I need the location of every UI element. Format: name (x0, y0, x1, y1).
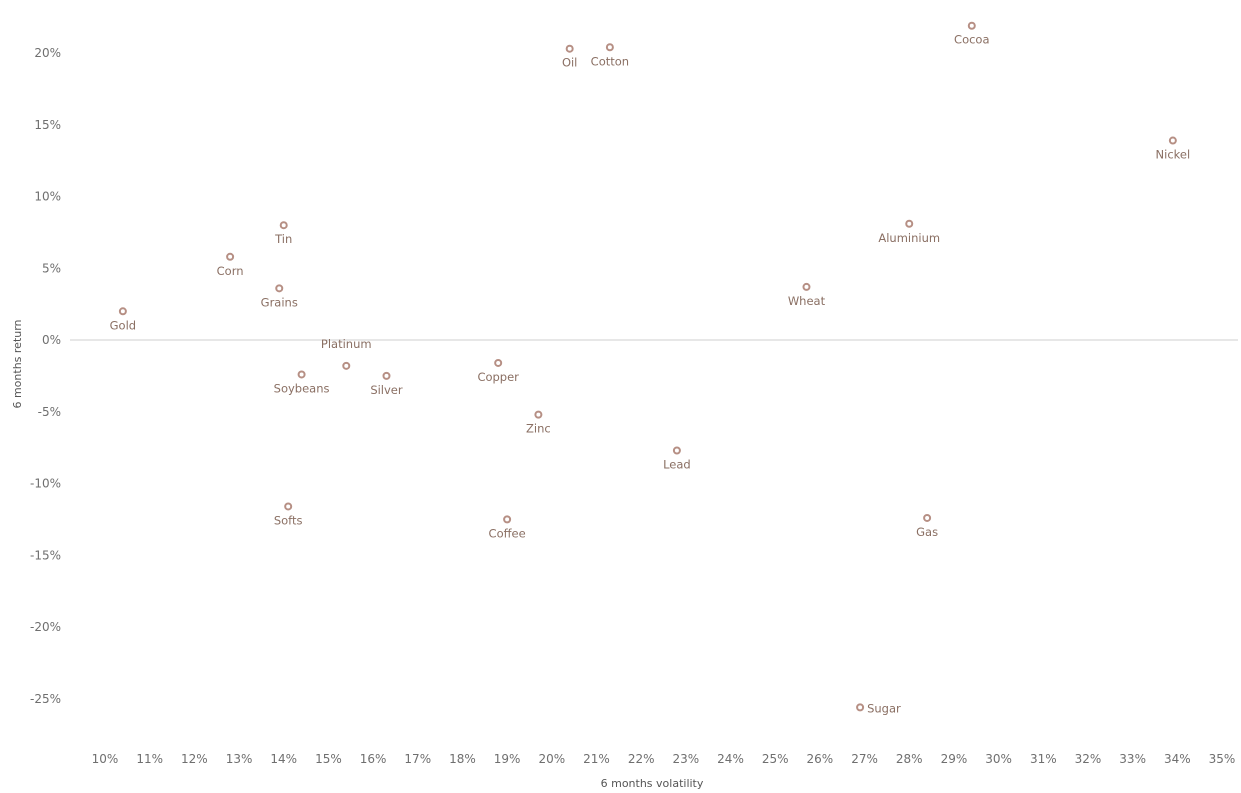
data-point-wheat (802, 282, 811, 291)
point-label-tin: Tin (274, 232, 292, 246)
x-tick-label: 28% (896, 752, 923, 766)
data-point-zinc (534, 410, 543, 419)
point-label-copper: Copper (477, 370, 519, 384)
data-point-gas (923, 513, 932, 522)
data-point-oil (565, 44, 574, 53)
x-tick-label: 20% (538, 752, 565, 766)
x-tick-label: 30% (985, 752, 1012, 766)
data-point-nickel (1168, 136, 1177, 145)
data-point-copper (494, 358, 503, 367)
data-point-platinum (342, 361, 351, 370)
point-label-aluminium: Aluminium (878, 231, 940, 245)
y-tick-label: -15% (30, 548, 61, 562)
data-point-gold (118, 307, 127, 316)
point-label-platinum: Platinum (321, 337, 372, 351)
data-point-cotton (605, 43, 614, 52)
point-label-silver: Silver (370, 383, 403, 397)
data-point-softs (284, 502, 293, 511)
data-point-soybeans (297, 370, 306, 379)
point-label-corn: Corn (217, 264, 244, 278)
point-label-oil: Oil (562, 56, 577, 70)
data-point-coffee (503, 515, 512, 524)
x-axis-ticks: 10% 11% 12% 13% 14% 15% 16% 17% 18% 19% 20% 21% 22% 2… (92, 752, 1236, 766)
data-point-sugar (856, 703, 865, 712)
data-point-grains (275, 284, 284, 293)
point-label-cocoa: Cocoa (954, 33, 989, 47)
x-tick-label: 35% (1209, 752, 1236, 766)
point-label-lead: Lead (663, 457, 691, 471)
point-label-coffee: Coffee (489, 526, 526, 540)
x-tick-label: 32% (1075, 752, 1102, 766)
x-tick-label: 22% (628, 752, 655, 766)
data-point-tin (279, 221, 288, 230)
y-axis-ticks: 20% 15% 10% 5% 0% -5% -10% -15% -20% -25% (30, 46, 61, 706)
x-tick-label: 14% (270, 752, 297, 766)
x-tick-label: 29% (941, 752, 968, 766)
x-tick-label: 13% (226, 752, 253, 766)
y-axis-title: 6 months return (11, 319, 24, 408)
x-tick-label: 23% (673, 752, 700, 766)
y-tick-label: 0% (42, 333, 61, 347)
y-tick-label: 20% (34, 46, 61, 60)
y-tick-label: -5% (38, 405, 61, 419)
x-tick-label: 15% (315, 752, 342, 766)
data-point-aluminium (905, 219, 914, 228)
point-label-cotton: Cotton (591, 54, 629, 68)
point-label-softs: Softs (274, 513, 303, 527)
data-point-corn (226, 252, 235, 261)
y-tick-label: -20% (30, 620, 61, 634)
x-tick-label: 12% (181, 752, 208, 766)
x-tick-label: 11% (136, 752, 163, 766)
data-point-silver (382, 371, 391, 380)
point-labels: Gold Corn Tin Grains Soybeans Platinum Silver S… (110, 33, 1191, 716)
x-tick-label: 33% (1119, 752, 1146, 766)
x-tick-label: 18% (449, 752, 476, 766)
x-tick-label: 24% (717, 752, 744, 766)
y-tick-label: 15% (34, 118, 61, 132)
point-label-gas: Gas (916, 525, 938, 539)
point-label-gold: Gold (110, 318, 136, 332)
y-tick-label: -25% (30, 692, 61, 706)
x-tick-label: 31% (1030, 752, 1057, 766)
y-tick-label: 10% (34, 190, 61, 204)
point-label-nickel: Nickel (1156, 148, 1191, 162)
point-label-sugar: Sugar (867, 701, 901, 715)
data-point-cocoa (967, 21, 976, 30)
x-tick-label: 17% (404, 752, 431, 766)
data-points (118, 21, 1177, 712)
x-tick-label: 27% (851, 752, 878, 766)
x-tick-label: 34% (1164, 752, 1191, 766)
y-tick-label: 5% (42, 261, 61, 275)
data-point-lead (672, 446, 681, 455)
point-label-grains: Grains (261, 295, 298, 309)
x-tick-label: 25% (762, 752, 789, 766)
x-tick-label: 21% (583, 752, 610, 766)
y-tick-label: -10% (30, 477, 61, 491)
x-tick-label: 16% (360, 752, 387, 766)
point-label-soybeans: Soybeans (274, 381, 330, 395)
x-tick-label: 19% (494, 752, 521, 766)
point-label-zinc: Zinc (526, 422, 551, 436)
x-tick-label: 10% (92, 752, 119, 766)
x-axis-title: 6 months volatility (601, 777, 704, 790)
x-tick-label: 26% (807, 752, 834, 766)
point-label-wheat: Wheat (788, 294, 826, 308)
